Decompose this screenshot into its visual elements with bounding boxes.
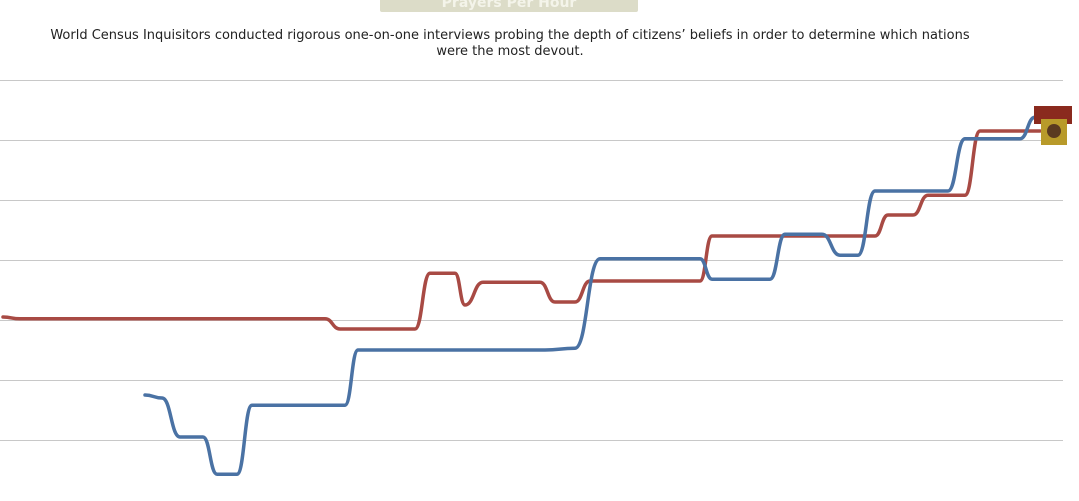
title-tab: Prayers Per Hour [380, 0, 638, 12]
series-line [1, 129, 1042, 331]
description: World Census Inquisitors conducted rigor… [50, 28, 970, 59]
avatars [1034, 106, 1072, 145]
chart-title: Prayers Per Hour [441, 0, 577, 11]
series-line [143, 115, 1037, 476]
flag-icon [1047, 124, 1061, 138]
